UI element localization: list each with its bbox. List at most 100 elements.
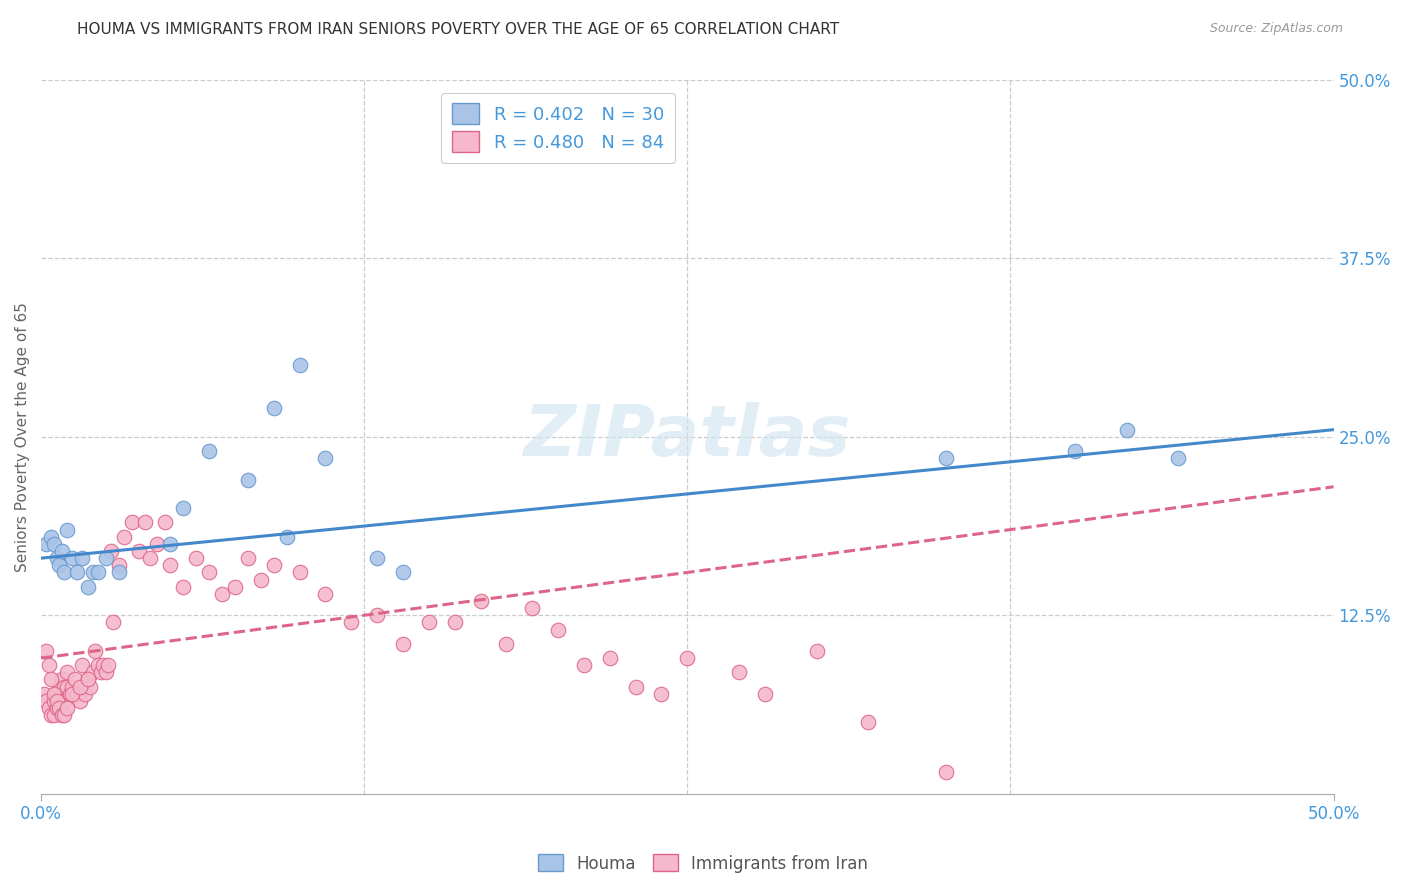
Point [48,694,70,708]
Point [103,615,125,630]
Point [56,701,79,715]
Point [288,359,311,373]
Point [94,551,117,566]
Point [66,687,89,701]
Point [392,637,415,651]
Point [48,680,70,694]
Point [51,687,73,701]
Point [366,608,388,623]
Point [84,644,107,658]
Point [1064,444,1087,458]
Point [32,687,55,701]
Point [340,615,363,630]
Point [470,594,492,608]
Legend: R = 0.402   N = 30, R = 0.480   N = 84: R = 0.402 N = 30, R = 0.480 N = 84 [441,93,675,163]
Point [198,566,221,580]
Point [624,680,647,694]
Point [97,658,120,673]
Point [63,673,86,687]
Point [76,673,98,687]
Point [495,637,517,651]
Point [599,651,621,665]
Point [1115,423,1137,437]
Point [42,537,65,551]
Point [35,537,58,551]
Point [392,566,415,580]
Point [107,558,129,573]
Point [443,615,465,630]
Point [366,551,388,566]
Point [41,530,63,544]
Point [522,601,544,615]
Point [288,566,311,580]
Point [276,530,298,544]
Point [60,551,83,566]
Point [82,566,104,580]
Point [41,708,63,723]
Point [45,694,67,708]
Point [263,401,285,416]
Point [107,566,129,580]
Point [79,680,101,694]
Point [69,680,91,694]
Point [42,687,65,701]
Legend: Houma, Immigrants from Iran: Houma, Immigrants from Iran [531,847,875,880]
Point [48,701,70,715]
Point [60,687,83,701]
Point [112,530,135,544]
Point [82,665,104,680]
Point [754,687,776,701]
Point [806,644,828,658]
Point [66,566,89,580]
Point [53,708,76,723]
Point [186,551,208,566]
Point [45,701,67,715]
Point [73,687,96,701]
Point [418,615,440,630]
Point [138,551,160,566]
Point [128,544,150,558]
Point [56,680,79,694]
Point [314,587,336,601]
Point [53,566,76,580]
Point [134,516,156,530]
Point [72,658,94,673]
Y-axis label: Seniors Poverty Over the Age of 65: Seniors Poverty Over the Age of 65 [15,301,30,572]
Point [76,673,98,687]
Point [314,451,336,466]
Text: HOUMA VS IMMIGRANTS FROM IRAN SENIORS POVERTY OVER THE AGE OF 65 CORRELATION CHA: HOUMA VS IMMIGRANTS FROM IRAN SENIORS PO… [77,22,839,37]
Point [572,658,595,673]
Point [159,558,181,573]
Point [42,694,65,708]
Point [60,680,83,694]
Point [45,687,67,701]
Point [146,537,169,551]
Point [53,680,76,694]
Text: Source: ZipAtlas.com: Source: ZipAtlas.com [1209,22,1343,36]
Point [69,694,91,708]
Point [87,658,110,673]
Point [48,558,70,573]
Point [198,444,221,458]
Point [211,587,233,601]
Point [728,665,751,680]
Point [172,501,194,516]
Point [87,566,110,580]
Point [172,580,194,594]
Point [58,687,80,701]
Point [53,694,76,708]
Point [72,551,94,566]
Point [236,473,259,487]
Point [250,573,273,587]
Point [935,765,957,780]
Point [51,708,73,723]
Point [650,687,672,701]
Point [38,701,60,715]
Point [45,551,67,566]
Point [51,673,73,687]
Point [42,708,65,723]
Point [224,580,246,594]
Point [41,673,63,687]
Point [676,651,699,665]
Point [153,516,176,530]
